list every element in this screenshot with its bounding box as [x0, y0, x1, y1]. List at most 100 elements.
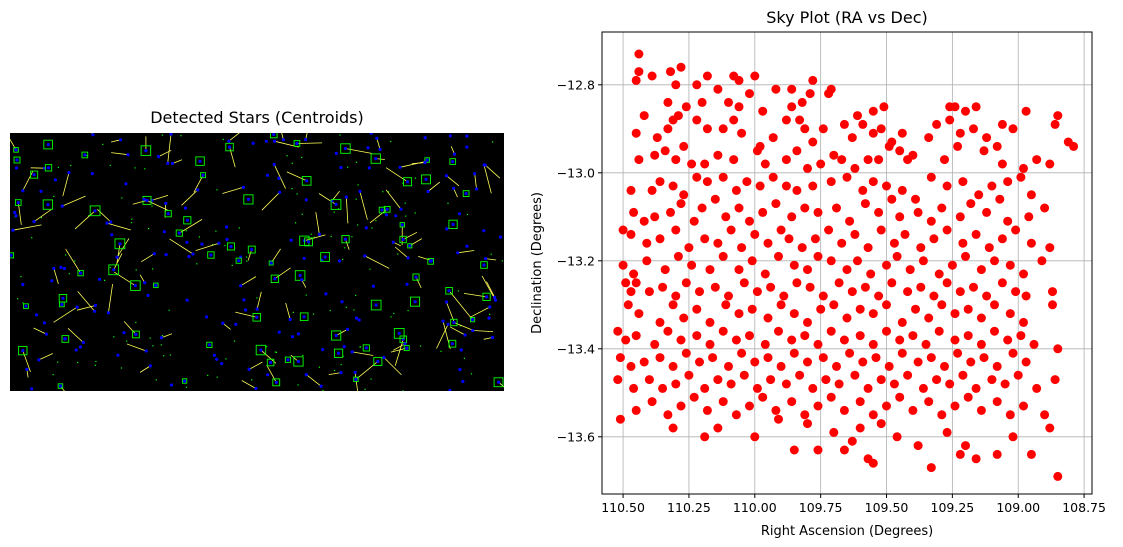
star-centroid — [295, 141, 299, 146]
star-point — [663, 326, 673, 336]
star-point — [745, 331, 754, 341]
noise-speck — [31, 237, 33, 239]
star-point — [689, 216, 699, 226]
noise-speck — [275, 351, 278, 353]
star-point — [829, 427, 839, 437]
star-point — [889, 238, 899, 248]
star-point — [892, 432, 902, 442]
star-point — [631, 128, 641, 138]
star-centroid — [334, 202, 338, 206]
star-box — [89, 205, 101, 217]
star-point — [1053, 111, 1063, 121]
star-link — [172, 159, 183, 164]
star-centroid — [142, 197, 146, 201]
star-point — [745, 401, 754, 411]
star-box — [403, 345, 410, 352]
star-point — [781, 379, 791, 389]
star-point — [789, 309, 799, 319]
star-centroid — [58, 384, 63, 388]
star-link — [385, 167, 408, 183]
star-link — [345, 197, 349, 224]
star-point — [876, 375, 886, 385]
star-point — [997, 119, 1007, 129]
noise-speck — [233, 340, 236, 342]
star-point — [760, 339, 770, 349]
star-box — [330, 199, 342, 210]
star-centroid — [52, 266, 56, 270]
star-point — [650, 339, 660, 349]
noise-speck — [402, 182, 404, 184]
star-point — [1008, 348, 1018, 358]
star-point — [895, 335, 905, 345]
star-point — [679, 313, 689, 323]
noise-speck — [94, 364, 96, 366]
star-point — [726, 225, 736, 235]
noise-speck — [222, 138, 224, 141]
noise-speck — [251, 379, 253, 381]
star-point — [713, 375, 723, 385]
star-box — [140, 145, 152, 156]
star-box — [269, 133, 278, 139]
star-centroid — [170, 161, 175, 166]
star-centroid — [274, 380, 278, 384]
noise-speck — [74, 260, 76, 262]
star-point — [739, 370, 749, 380]
x-axis-ticks: 110.50 110.25 110.00 109.75 109.50 109.25 109.… — [601, 494, 1106, 515]
star-link — [106, 222, 131, 231]
star-point — [650, 150, 660, 160]
noise-speck — [68, 273, 70, 275]
star-point — [874, 155, 884, 165]
star-point — [655, 234, 665, 244]
star-point — [763, 238, 773, 248]
star-point — [982, 133, 992, 143]
star-point — [813, 251, 823, 261]
star-point — [1037, 256, 1047, 266]
star-link — [318, 193, 337, 205]
star-point — [687, 260, 697, 270]
star-centroid — [74, 348, 78, 352]
star-box — [206, 341, 213, 348]
star-centroid — [474, 187, 479, 191]
star-centroid — [305, 179, 309, 183]
star-centroid — [13, 210, 17, 215]
star-point — [758, 106, 768, 116]
star-point — [879, 102, 889, 112]
star-centroid — [334, 333, 338, 338]
star-link — [222, 186, 244, 194]
noise-speck — [470, 373, 473, 375]
noise-speck — [216, 376, 218, 378]
noise-speck — [489, 313, 491, 315]
star-link — [248, 361, 263, 370]
star-point — [913, 441, 923, 451]
star-box — [403, 177, 413, 187]
star-box — [200, 172, 207, 179]
star-point — [797, 243, 807, 253]
star-point — [934, 269, 944, 279]
star-centroid — [394, 214, 398, 218]
star-centroid — [266, 373, 270, 377]
star-box — [293, 356, 304, 367]
star-point — [950, 102, 960, 112]
star-point — [642, 238, 652, 248]
star-point — [737, 243, 747, 253]
star-point — [868, 339, 878, 349]
star-centroid — [493, 295, 497, 299]
star-centroid — [212, 353, 216, 357]
star-point — [958, 370, 968, 380]
star-point — [734, 75, 744, 85]
star-centroid — [371, 284, 375, 288]
star-point — [813, 445, 823, 455]
star-centroid — [255, 315, 259, 319]
star-point — [752, 146, 762, 156]
noise-speck — [131, 218, 133, 220]
star-point — [1024, 212, 1034, 222]
star-point — [847, 133, 857, 143]
noise-speck — [339, 134, 341, 136]
star-centroid — [42, 321, 47, 325]
star-point — [776, 361, 786, 371]
star-centroid — [251, 141, 255, 145]
star-centroid — [166, 212, 170, 216]
star-box — [399, 335, 408, 344]
star-box — [10, 252, 15, 259]
star-point — [855, 331, 865, 341]
